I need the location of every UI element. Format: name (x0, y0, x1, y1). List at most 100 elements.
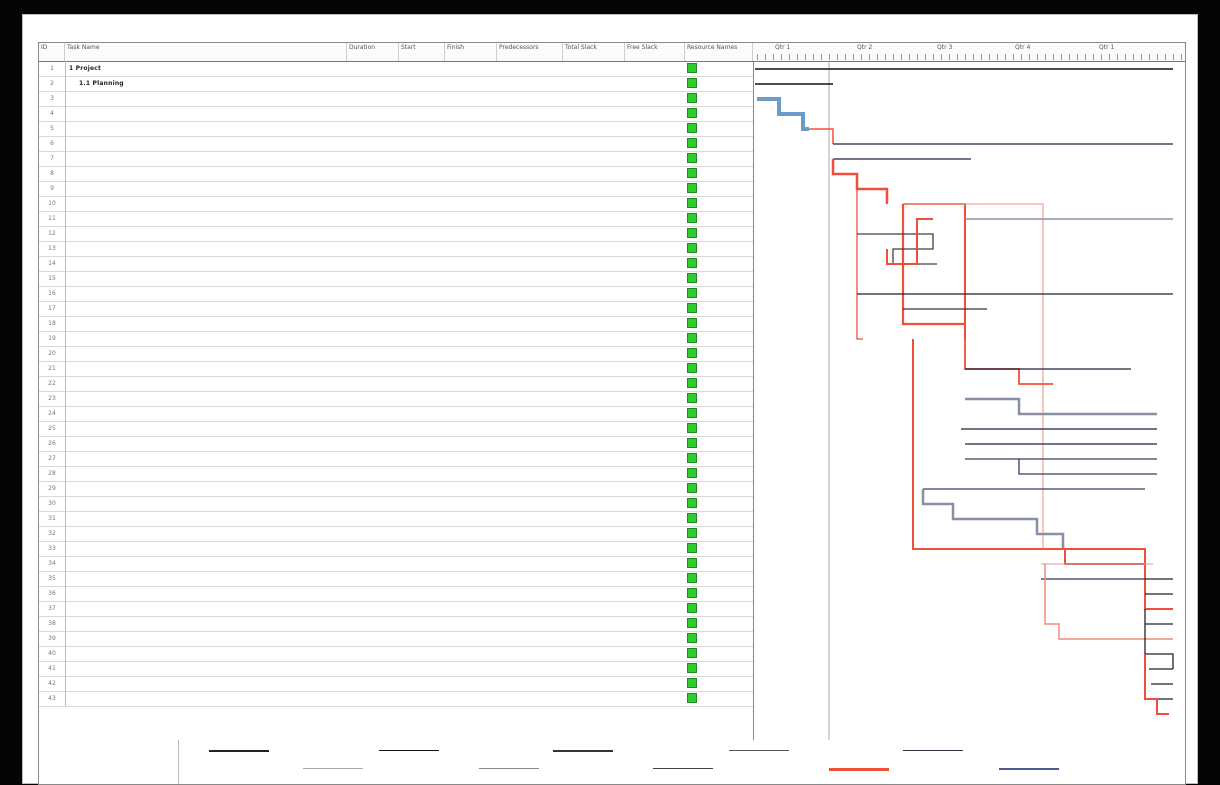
task-duration[interactable] (349, 196, 395, 211)
task-start[interactable] (401, 166, 445, 181)
task-duration[interactable] (349, 391, 395, 406)
task-id[interactable]: 15 (39, 271, 66, 286)
task-duration[interactable] (349, 601, 395, 616)
task-finish[interactable] (447, 691, 497, 706)
task-name[interactable] (69, 331, 351, 346)
col-header-task-name[interactable]: Task Name (65, 43, 347, 61)
task-predecessors[interactable] (499, 271, 561, 286)
task-free-slack[interactable] (627, 526, 677, 541)
task-start[interactable] (401, 496, 445, 511)
task-row[interactable]: 2 1.1 Planning (39, 76, 753, 92)
task-name[interactable] (69, 466, 363, 481)
task-total-slack[interactable] (566, 421, 616, 436)
task-start[interactable] (401, 451, 445, 466)
task-predecessors[interactable] (499, 616, 561, 631)
task-free-slack[interactable] (627, 331, 677, 346)
task-predecessors[interactable] (499, 481, 561, 496)
task-free-slack[interactable] (627, 151, 677, 166)
task-free-slack[interactable] (627, 481, 677, 496)
task-free-slack[interactable] (627, 541, 677, 556)
task-id[interactable]: 32 (39, 526, 66, 541)
task-predecessors[interactable] (499, 541, 561, 556)
task-free-slack[interactable] (627, 256, 677, 271)
task-name[interactable] (69, 181, 363, 196)
task-free-slack[interactable] (627, 346, 677, 361)
task-id[interactable]: 38 (39, 616, 66, 631)
task-name[interactable] (69, 451, 351, 466)
task-row[interactable]: 43 (39, 691, 753, 707)
task-finish[interactable] (447, 316, 497, 331)
task-name[interactable] (69, 226, 351, 241)
task-start[interactable] (401, 241, 445, 256)
task-total-slack[interactable] (566, 676, 616, 691)
task-predecessors[interactable] (499, 436, 561, 451)
task-total-slack[interactable] (566, 496, 616, 511)
task-name[interactable] (69, 391, 351, 406)
task-free-slack[interactable] (627, 451, 677, 466)
task-finish[interactable] (447, 556, 497, 571)
task-duration[interactable] (349, 376, 395, 391)
task-row[interactable]: 39 (39, 631, 753, 647)
task-finish[interactable] (447, 586, 497, 601)
task-total-slack[interactable] (566, 76, 616, 91)
task-id[interactable]: 31 (39, 511, 66, 526)
task-name[interactable]: 1 Project (69, 65, 102, 72)
task-finish[interactable] (447, 61, 497, 76)
task-name[interactable] (69, 256, 363, 271)
task-free-slack[interactable] (627, 571, 677, 586)
task-free-slack[interactable] (627, 166, 677, 181)
task-total-slack[interactable] (566, 346, 616, 361)
task-duration[interactable] (349, 271, 395, 286)
task-row[interactable]: 11 (39, 211, 753, 227)
task-duration[interactable] (349, 286, 395, 301)
task-total-slack[interactable] (566, 436, 616, 451)
task-start[interactable] (401, 316, 445, 331)
task-row[interactable]: 15 (39, 271, 753, 287)
task-predecessors[interactable] (499, 256, 561, 271)
task-free-slack[interactable] (627, 406, 677, 421)
task-predecessors[interactable] (499, 211, 561, 226)
task-duration[interactable] (349, 526, 395, 541)
task-row[interactable]: 26 (39, 436, 753, 452)
task-predecessors[interactable] (499, 586, 561, 601)
task-row[interactable]: 36 (39, 586, 753, 602)
task-duration[interactable] (349, 541, 395, 556)
task-total-slack[interactable] (566, 181, 616, 196)
task-duration[interactable] (349, 631, 395, 646)
task-finish[interactable] (447, 631, 497, 646)
task-total-slack[interactable] (566, 106, 616, 121)
task-predecessors[interactable] (499, 466, 561, 481)
task-name[interactable] (69, 601, 363, 616)
task-predecessors[interactable] (499, 76, 561, 91)
task-row[interactable]: 30 (39, 496, 753, 512)
task-id[interactable]: 20 (39, 346, 66, 361)
task-free-slack[interactable] (627, 286, 677, 301)
task-name[interactable] (69, 316, 363, 331)
task-name[interactable] (69, 481, 363, 496)
task-total-slack[interactable] (566, 451, 616, 466)
task-total-slack[interactable] (566, 391, 616, 406)
task-total-slack[interactable] (566, 151, 616, 166)
task-total-slack[interactable] (566, 586, 616, 601)
task-name[interactable] (69, 541, 351, 556)
task-start[interactable] (401, 346, 445, 361)
task-predecessors[interactable] (499, 166, 561, 181)
task-free-slack[interactable] (627, 181, 677, 196)
task-start[interactable] (401, 406, 445, 421)
task-predecessors[interactable] (499, 241, 561, 256)
task-finish[interactable] (447, 91, 497, 106)
task-name[interactable] (69, 691, 363, 706)
task-row[interactable]: 37 (39, 601, 753, 617)
task-name[interactable] (69, 571, 363, 586)
task-name[interactable] (69, 121, 363, 136)
task-predecessors[interactable] (499, 421, 561, 436)
task-start[interactable] (401, 61, 445, 76)
task-predecessors[interactable] (499, 406, 561, 421)
task-total-slack[interactable] (566, 646, 616, 661)
task-id[interactable]: 10 (39, 196, 66, 211)
task-start[interactable] (401, 361, 445, 376)
task-id[interactable]: 35 (39, 571, 66, 586)
task-id[interactable]: 43 (39, 691, 66, 706)
task-finish[interactable] (447, 241, 497, 256)
